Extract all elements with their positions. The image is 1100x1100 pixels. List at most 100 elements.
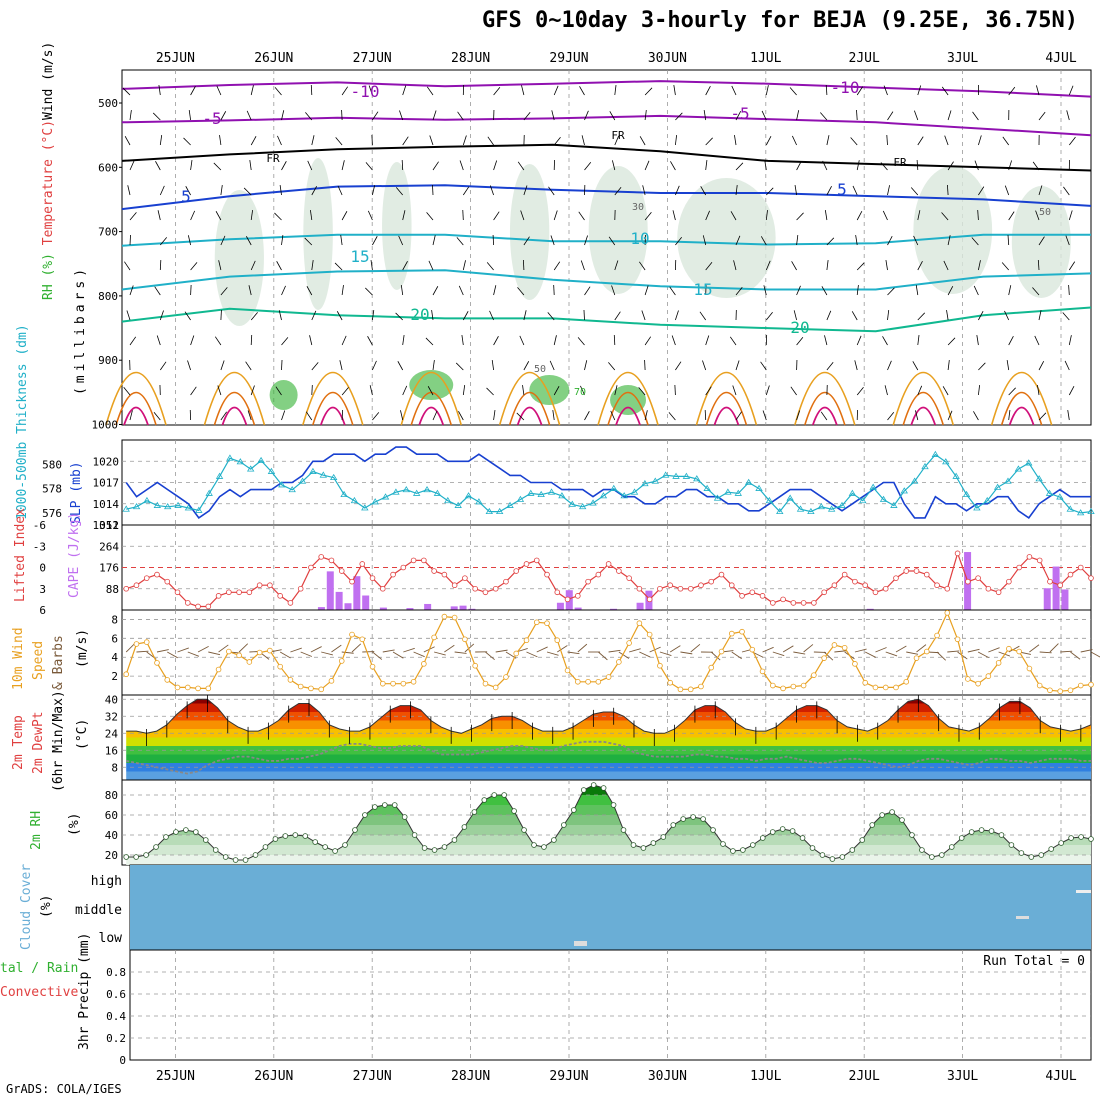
wind-speed-marker (472, 662, 478, 669)
wind-barb (702, 235, 707, 246)
wind-barb (337, 185, 343, 196)
series-2m-temp (126, 698, 1092, 734)
wind-barb (761, 110, 767, 121)
wind-barb-10m (413, 651, 425, 658)
rh-marker (183, 827, 189, 833)
li-marker (985, 585, 992, 592)
wind-barb (765, 311, 773, 321)
li-marker (862, 582, 868, 589)
wind-barb (190, 210, 196, 221)
li-marker (965, 578, 971, 585)
wind-barb (159, 237, 168, 246)
wind-barb-10m (167, 651, 178, 659)
wind-barb (550, 235, 555, 246)
li-marker (585, 578, 591, 585)
wind-barb (978, 135, 982, 146)
wind-barb (523, 111, 531, 121)
wind-barb (249, 160, 252, 171)
li-marker (893, 575, 899, 581)
isotherm-10 (121, 233, 1091, 247)
y-tick-label-left: -3 (33, 540, 46, 553)
li-marker (328, 557, 335, 564)
wind-speed-marker (287, 677, 294, 683)
wind-barb (365, 287, 373, 296)
wind-barb (1008, 211, 1015, 221)
thickness-marker (724, 488, 732, 495)
wind-barb (639, 136, 646, 146)
rh-shading (913, 166, 993, 294)
wind-barb (765, 260, 771, 271)
wind-barb (583, 309, 585, 321)
isotherm--10 (121, 80, 1092, 98)
thickness-marker (184, 504, 193, 511)
wind-barb (305, 112, 313, 121)
thickness-marker (547, 488, 556, 495)
thickness-marker (661, 471, 670, 478)
wind-barb (820, 112, 828, 121)
wind-barb (281, 235, 284, 246)
wind-barb (914, 110, 919, 121)
wind-speed-marker (698, 683, 704, 690)
wind-barb-10m (300, 651, 312, 657)
wind-speed-marker (359, 636, 366, 643)
thickness-marker (838, 501, 846, 508)
wind-barb (644, 285, 649, 296)
wind-barb (584, 161, 592, 171)
wind-barb (188, 110, 191, 121)
wind-speed-marker (913, 655, 920, 661)
y-tick-label: 0 (119, 1054, 126, 1067)
isotherm-30 (1000, 391, 1043, 426)
cape-bar (459, 605, 467, 610)
wind-barb (190, 86, 196, 96)
temp-band (126, 712, 1091, 721)
wind-speed-marker (862, 679, 868, 686)
wind-barb-10m (618, 651, 630, 659)
wind-barb (735, 110, 742, 121)
wind-barb (705, 261, 713, 271)
wind-speed-marker (328, 678, 335, 684)
run-total: Run Total = 0 (983, 954, 1085, 969)
rh-marker (461, 824, 468, 830)
li-marker (698, 582, 704, 589)
rh-marker (1008, 842, 1015, 848)
thickness-marker (174, 501, 182, 508)
rh-marker (740, 847, 746, 853)
wind-speed-marker (482, 680, 489, 687)
y-axis-label-line3: (6hr Min/Max) (51, 690, 66, 792)
wind-barb (339, 360, 343, 371)
rh-marker (401, 814, 408, 820)
li-marker (226, 589, 232, 596)
wind-barb-10m (546, 651, 559, 656)
isotherm--5 (121, 114, 1092, 137)
rh-marker (222, 854, 229, 860)
wind-barb (610, 410, 616, 421)
thickness-marker (246, 465, 255, 472)
wind-barb (127, 185, 131, 196)
wind-barb (1004, 310, 1010, 321)
wind-speed-marker (564, 667, 571, 674)
thickness-marker (412, 489, 421, 496)
rh-marker (640, 845, 647, 851)
wind-barb (699, 311, 707, 321)
y-tick-label: 4 (111, 651, 118, 664)
wind-barb (307, 160, 313, 171)
isotherm-25 (302, 372, 364, 426)
wind-barb (913, 235, 919, 246)
thickness-marker (433, 489, 442, 496)
y-tick-label: 60 (105, 809, 118, 822)
wind-barb (760, 361, 767, 371)
wind-barb (367, 210, 373, 221)
wind-barb (735, 162, 744, 171)
isotherm-30 (213, 391, 256, 426)
wind-barb (281, 110, 285, 121)
wind-barb (792, 135, 797, 146)
wind-barb (705, 85, 711, 96)
wind-barb (1067, 410, 1070, 421)
isotherm-label-fr: FR (893, 156, 907, 169)
wind-barb (765, 135, 772, 146)
isotherm-label: 20 (410, 305, 429, 324)
li-marker (451, 582, 458, 589)
thickness-marker (1066, 505, 1074, 512)
y-axis-label: 2m RH (29, 811, 44, 850)
thickness-marker (807, 507, 815, 515)
